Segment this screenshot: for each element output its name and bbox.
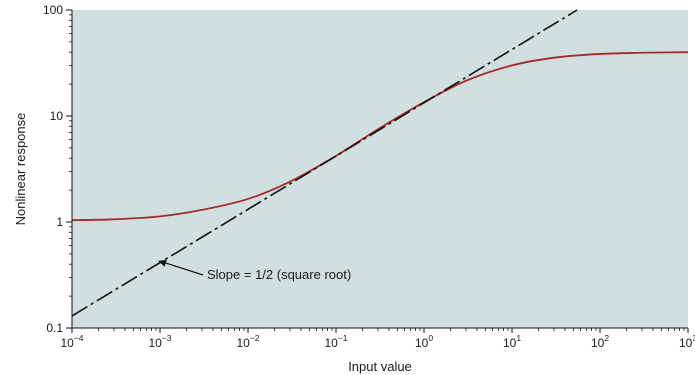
- y-axis-label: Nonlinear response: [13, 113, 28, 226]
- y-tick-label: 10: [50, 109, 64, 123]
- x-axis-label: Input value: [348, 359, 412, 374]
- slope-annotation: Slope = 1/2 (square root): [207, 267, 351, 282]
- y-tick-label: 1: [56, 215, 63, 229]
- y-tick-label: 100: [43, 3, 63, 17]
- y-tick-label: 0.1: [46, 321, 63, 335]
- plot-area: [72, 10, 688, 328]
